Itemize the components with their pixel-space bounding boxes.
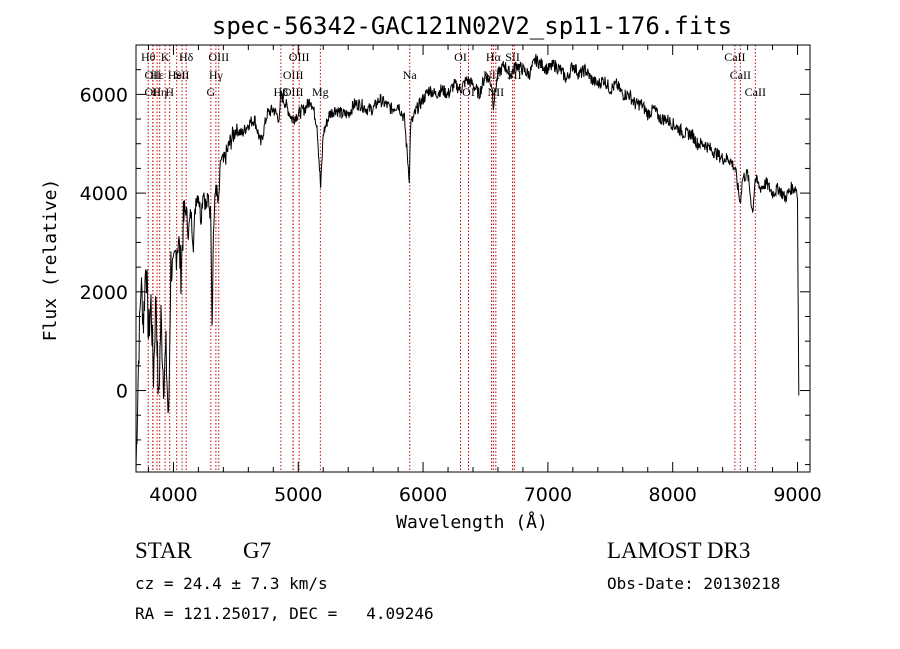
coords-text: RA = 121.25017, DEC = 4.09246 xyxy=(135,604,434,623)
x-tick-label: 7000 xyxy=(524,484,572,506)
y-tick-label: 6000 xyxy=(80,84,128,106)
x-axis-label: Wavelength (Å) xyxy=(396,511,548,533)
line-marker-label: OI xyxy=(454,50,467,64)
line-marker-label: Hε xyxy=(150,68,164,82)
y-tick-label: 4000 xyxy=(80,183,128,205)
line-marker-label: Hα xyxy=(486,50,502,64)
line-marker-label: Hθ xyxy=(141,50,156,64)
line-marker-label: K xyxy=(161,50,170,64)
x-tick-label: 4000 xyxy=(149,484,197,506)
line-marker-label: OIII xyxy=(283,85,304,99)
object-class: STAR xyxy=(135,538,192,563)
y-tick-label: 0 xyxy=(116,381,128,403)
line-marker-label: CaII xyxy=(745,85,766,99)
y-tick-label: 2000 xyxy=(80,282,128,304)
plot-frame xyxy=(135,44,811,473)
line-marker-label: CaII xyxy=(730,68,751,82)
line-marker-label: OI xyxy=(462,85,475,99)
obs-date-text: Obs-Date: 20130218 xyxy=(607,574,781,593)
line-marker-label: Mg xyxy=(312,85,329,99)
redshift-text: cz = 24.4 ± 7.3 km/s xyxy=(135,574,328,593)
spectrum-line xyxy=(135,53,800,471)
survey-name: LAMOST DR3 xyxy=(607,538,751,563)
line-marker-label: OIII xyxy=(208,50,229,64)
y-axis-label: Flux (relative) xyxy=(40,179,61,342)
x-tick-label: 8000 xyxy=(649,484,697,506)
y-axis: 0 2000 4000 6000 xyxy=(80,69,810,466)
x-tick-label: 5000 xyxy=(274,484,322,506)
x-axis: 4000 5000 6000 7000 8000 9000 xyxy=(147,45,822,506)
object-subclass: G7 xyxy=(243,538,272,563)
line-marker-label: H xyxy=(165,85,174,99)
line-marker-label: CaII xyxy=(724,50,745,64)
line-markers: HθOIIOIIHεHηKHHeISIIHδGHγOIIIHβOIIIOIIIO… xyxy=(141,45,766,472)
line-marker-label: Hη xyxy=(152,85,167,99)
line-marker-label: OIII xyxy=(289,50,310,64)
line-marker-label: SII xyxy=(507,68,522,82)
line-marker-label: SII xyxy=(175,68,190,82)
line-marker-label: SII xyxy=(505,50,520,64)
line-marker-label: OIII xyxy=(283,68,304,82)
spectrum-series xyxy=(135,53,800,471)
line-marker-label: OII xyxy=(145,68,162,82)
line-marker-label: Na xyxy=(403,68,418,82)
x-tick-label: 9000 xyxy=(773,484,821,506)
line-marker-label: Hγ xyxy=(209,68,224,82)
line-marker-label: Hδ xyxy=(179,50,194,64)
chart-title: spec-56342-GAC121N02V2_sp11-176.fits xyxy=(212,12,732,40)
line-marker-label: G xyxy=(207,85,216,99)
line-marker-label: HeI xyxy=(168,68,186,82)
x-tick-label: 6000 xyxy=(399,484,447,506)
